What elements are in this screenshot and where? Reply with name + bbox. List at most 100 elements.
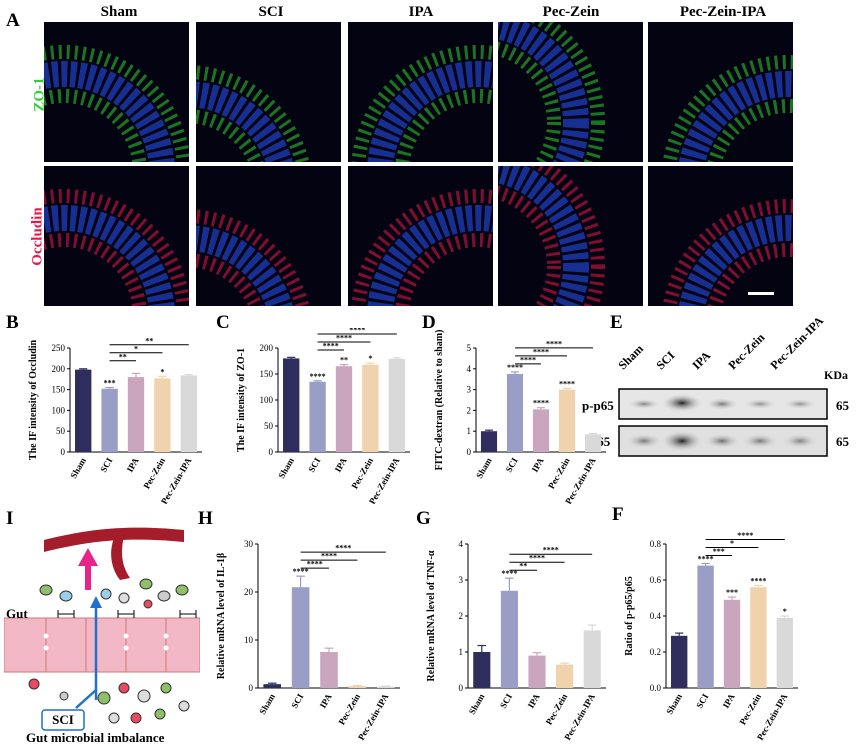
significance-label: *** [726,588,738,597]
bar [697,565,714,688]
significance-label: **** [533,399,549,408]
y-tick-label: 2 [459,611,464,621]
bar [127,377,145,452]
y-tick-label: 1 [459,647,464,657]
bar [180,375,197,452]
bar [309,381,326,452]
micrograph-occludin-sci [196,166,341,306]
bar [506,374,524,452]
micrograph-zo1-sham [44,22,189,162]
significance-label: **** [559,379,575,388]
y-tick-label: 0 [269,447,274,457]
x-tick-label: SCI [289,692,305,710]
comparison-label: **** [335,544,351,553]
bar [376,686,395,688]
panel-label-c: C [216,312,230,333]
y-tick-label: 10 [244,635,254,645]
y-tick-label: 0 [61,447,66,457]
bar [283,358,300,452]
x-tick-label: IPA [530,456,546,474]
comparison-label: **** [737,531,753,540]
column-title-sci: SCI [258,4,284,20]
x-tick-label: Pec-Zein [737,692,763,726]
panel-label-f: F [612,504,624,525]
bar [723,599,741,688]
bar [320,652,338,688]
bar [584,434,602,452]
x-tick-label: Pec-Zein [336,692,362,726]
kda-unit-label: KDa [824,368,848,382]
significance-label: * [160,367,164,376]
bar [75,369,92,452]
y-tick-label: 30 [244,539,254,549]
chart-h: Relative mRNA level of IL-1β 0 10 20 30 Sham *… [216,539,400,742]
comparison-label: ** [119,352,127,361]
comparison-label: ** [145,336,153,345]
x-tick-label: SCI [306,456,322,474]
y-tick-label: 150 [260,369,274,379]
x-tick-label: SCI [504,456,520,474]
band-size-pp65: 65 [836,398,849,413]
x-tick-label: IPA [526,692,542,710]
significance-label: **** [698,554,714,563]
micrograph-occludin-pec-zein [498,166,643,306]
bar [154,378,171,452]
significance-label: * [368,354,372,363]
bar [388,358,405,452]
western-blot-panel: Sham SCI IPA Pec-Zein Pec-Zein-IPA KDa p… [582,314,862,458]
comparison-label: **** [546,339,562,348]
x-tick-label: IPA [318,692,334,710]
x-tick-label: Sham [467,692,487,716]
micrograph-zo1-ipa [348,22,493,162]
significance-label: * [783,607,787,616]
column-title-sham: Sham [100,4,138,20]
bar [335,366,353,452]
column-title-pec-zein-ipa: Pec-Zein-IPA [679,4,767,20]
x-tick-label: Sham [664,692,684,716]
y-tick-label: 4 [467,364,472,374]
x-tick-label: Pec-Zein-IPA [356,692,391,742]
band-label-pp65: p-p65 [582,398,614,413]
y-tick-label: 4 [459,539,464,549]
chart-d: FITC-dextran (Relative to sham) 0 1 2 3 4 5 Sha… [434,330,606,504]
comparison-label: **** [323,342,339,351]
x-tick-label: Pec-Zein [349,456,375,490]
y-tick-label: 0 [467,447,472,457]
bar [500,590,518,688]
x-tick-label: SCI [694,692,710,710]
bar [583,630,601,688]
bar [263,684,282,688]
y-tick-label: 50 [56,426,66,436]
significance-label: *** [104,379,116,388]
significance-label: **** [501,569,517,578]
bar [556,664,574,688]
chart-f: Ratio of p-p65/p650.00.20.40.60.8Sham***… [624,531,798,742]
y-tick-label: 100 [52,405,66,415]
comparison-label: ** [519,562,527,571]
bar [480,431,498,452]
lane-label-pec-zein: Pec-Zein [725,330,768,373]
y-tick-label: 0.8 [650,539,662,549]
y-tick-label: 0.4 [650,611,662,621]
x-tick-label: IPA [721,692,737,710]
y-tick-label: 0.2 [650,647,661,657]
significance-label: **** [310,372,326,381]
comparison-label: **** [543,546,559,555]
panel-label-h: H [198,508,213,529]
y-tick-label: 20 [244,587,254,597]
comparison-label: **** [520,355,536,364]
comparison-label: **** [321,552,337,561]
gut-label: Gut [6,606,28,621]
bar [473,652,491,688]
bar [528,655,546,688]
panel-label-a: A [6,10,20,31]
comparison-label: * [134,344,138,353]
y-axis-label: Ratio of p-p65/p65 [624,576,635,655]
chart-c: The IF intensity of ZO-1 0 50 100 150 200 Sham… [236,328,410,504]
micrograph-zo1-pec-zein [498,22,643,162]
bar [750,587,767,688]
gut-caption: Gut microbial imbalance [26,730,165,745]
x-tick-label: IPA [125,456,141,474]
y-tick-label: 3 [467,385,472,395]
bar [348,686,367,688]
